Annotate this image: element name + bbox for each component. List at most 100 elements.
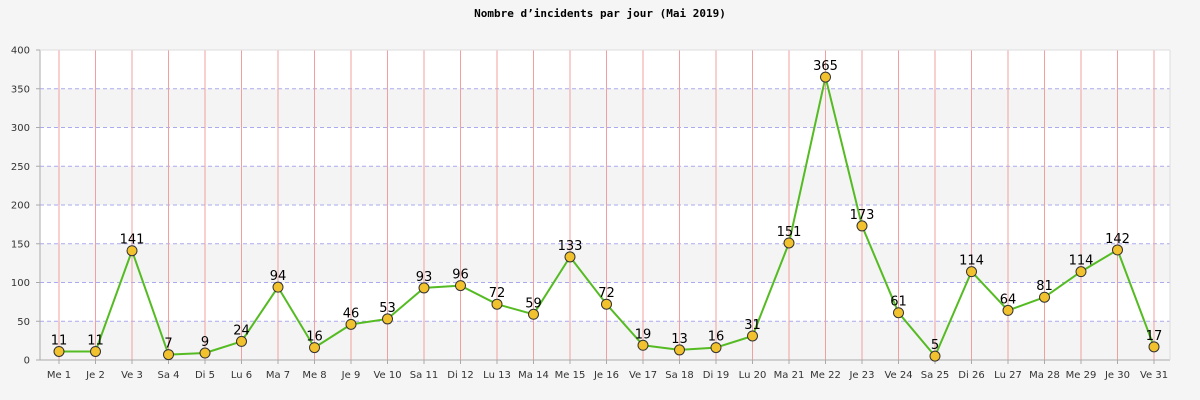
data-labels: 11 11 141 7 9 24 94 16 46 53 93 96 72 59 133 72 19 13 16 31…	[51, 59, 1163, 353]
data-point	[53, 345, 65, 357]
data-point	[783, 237, 795, 249]
data-label: 16	[708, 330, 725, 345]
data-point	[601, 298, 612, 310]
x-tick-label: Di 19	[703, 370, 729, 381]
data-point	[309, 342, 320, 354]
data-label: 24	[233, 323, 250, 338]
data-point	[674, 344, 685, 356]
data-point	[382, 313, 393, 325]
data-markers	[53, 71, 1160, 362]
x-tick-label: Ma 14	[518, 370, 549, 381]
data-label: 72	[598, 286, 615, 301]
x-tick-label: Je 2	[85, 370, 105, 381]
data-label: 96	[452, 268, 469, 283]
x-tick-label: Je 9	[341, 370, 361, 381]
x-tick-label: Me 8	[302, 370, 326, 381]
y-tick-label: 200	[11, 201, 30, 212]
x-tick-label: Je 23	[848, 370, 874, 381]
x-axis-ticks: Me 1 Je 2 Ve 3 Sa 4 Di 5 Lu 6 Ma 7 Me 8 Je 9 Ve 1…	[47, 360, 1168, 381]
plot-band	[40, 166, 1170, 205]
data-label: 173	[850, 208, 875, 223]
data-label: 11	[87, 333, 104, 348]
data-point	[126, 245, 138, 257]
x-tick-label: Di 26	[958, 370, 984, 381]
chart-title: Nombre d’incidents par jour (Mai 2019)	[474, 7, 726, 20]
data-point	[856, 220, 868, 232]
x-tick-label: Ma 7	[266, 370, 290, 381]
data-point	[1112, 244, 1123, 256]
x-tick-label: Di 12	[447, 370, 473, 381]
data-label: 31	[744, 318, 761, 333]
data-point	[929, 350, 941, 362]
plot-band	[40, 321, 1170, 360]
data-point	[564, 251, 576, 263]
x-tick-label: Ve 17	[629, 370, 657, 381]
y-tick-label: 250	[11, 162, 30, 173]
data-point	[236, 335, 247, 347]
data-point	[345, 318, 357, 330]
data-label: 72	[489, 286, 506, 301]
data-label: 114	[959, 254, 984, 269]
x-tick-label: Lu 20	[739, 370, 767, 381]
data-point	[1148, 341, 1160, 353]
data-label: 141	[120, 233, 145, 248]
data-label: 59	[525, 296, 542, 311]
y-tick-label: 0	[24, 356, 30, 367]
x-tick-label: Ve 10	[373, 370, 401, 381]
data-point	[90, 345, 101, 357]
data-point	[747, 330, 758, 342]
x-tick-label: Sa 11	[410, 370, 438, 381]
y-tick-label: 350	[11, 84, 30, 95]
data-label: 16	[306, 330, 323, 345]
data-label: 114	[1069, 254, 1094, 269]
data-label: 53	[379, 301, 396, 316]
x-tick-label: Me 1	[47, 370, 71, 381]
x-tick-label: Sa 4	[157, 370, 179, 381]
data-label: 9	[201, 335, 209, 350]
data-point	[528, 308, 539, 320]
data-label: 7	[164, 337, 172, 352]
data-label: 365	[813, 59, 838, 74]
data-point	[455, 280, 466, 292]
y-tick-label: 400	[11, 46, 30, 57]
data-label: 133	[558, 239, 583, 254]
x-tick-label: Ve 3	[121, 370, 143, 381]
data-point	[966, 266, 977, 278]
plot-band	[40, 88, 1170, 128]
x-tick-label: Sa 18	[665, 370, 693, 381]
data-label: 11	[51, 333, 68, 348]
x-tick-label: Me 29	[1066, 370, 1097, 381]
x-tick-label: Me 15	[555, 370, 586, 381]
y-tick-label: 300	[11, 123, 30, 134]
x-tick-label: Lu 13	[483, 370, 511, 381]
data-point	[272, 281, 284, 293]
data-point	[491, 298, 503, 310]
x-tick-label: Lu 6	[231, 370, 252, 381]
data-label: 46	[343, 306, 360, 321]
data-point	[893, 307, 904, 319]
y-tick-label: 50	[17, 317, 30, 328]
data-label: 64	[1000, 292, 1017, 307]
data-point	[1002, 304, 1014, 316]
data-label: 61	[890, 295, 907, 310]
data-label: 81	[1036, 279, 1053, 294]
vertical-gridlines	[58, 50, 1155, 360]
data-label: 17	[1146, 329, 1163, 344]
data-point	[1039, 291, 1050, 303]
data-point	[820, 71, 831, 83]
data-label: 142	[1105, 232, 1130, 247]
plot-band	[40, 243, 1170, 283]
data-label: 13	[671, 332, 688, 347]
data-point	[637, 339, 649, 351]
y-tick-label: 100	[11, 278, 30, 289]
x-tick-label: Sa 25	[921, 370, 949, 381]
x-tick-label: Je 16	[593, 370, 619, 381]
data-point	[710, 342, 722, 354]
x-tick-label: Di 5	[195, 370, 215, 381]
data-label: 94	[270, 269, 287, 284]
data-label: 151	[777, 225, 802, 240]
x-tick-label: Me 22	[810, 370, 841, 381]
y-axis-ticks: 0 50 100 150 200 250 300 350 400	[11, 46, 40, 367]
data-point	[1075, 266, 1087, 278]
